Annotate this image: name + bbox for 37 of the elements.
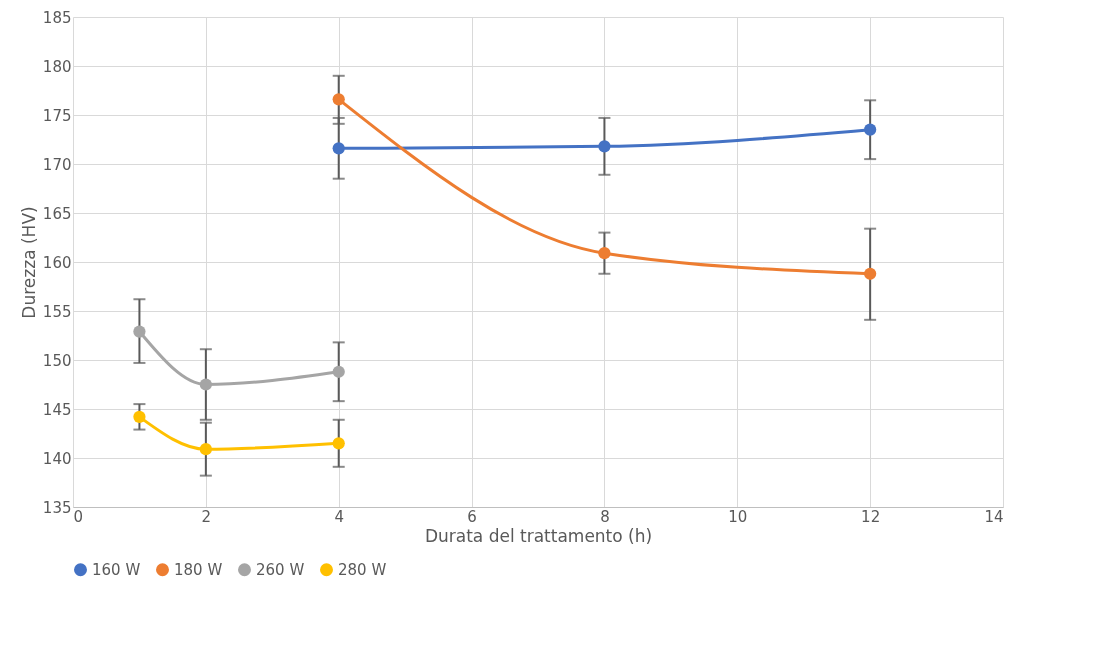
y-tick-label: 160 xyxy=(42,253,72,272)
x-tick-label: 0 xyxy=(73,507,84,526)
legend-label: 180 W xyxy=(174,560,223,579)
y-tick-label: 170 xyxy=(42,155,72,174)
y-tick-label: 180 xyxy=(42,57,72,76)
y-tick-label: 150 xyxy=(42,351,72,370)
point xyxy=(332,142,345,155)
y-tick-label: 140 xyxy=(42,449,72,468)
y-tick-label: 135 xyxy=(42,498,72,517)
x-axis-title: Durata del trattamento (h) xyxy=(424,525,653,546)
legend-label: 280 W xyxy=(338,560,387,579)
x-tick-label: 6 xyxy=(467,507,477,526)
point xyxy=(864,123,877,136)
legend-label: 160 W xyxy=(92,560,141,579)
point xyxy=(133,410,146,423)
point xyxy=(199,443,212,456)
y-tick-label: 155 xyxy=(42,302,72,321)
x-tick-label: 12 xyxy=(861,507,881,526)
legend-label: 260 W xyxy=(256,560,305,579)
y-tick-label: 175 xyxy=(42,106,72,125)
x-tick-label: 10 xyxy=(728,507,748,526)
point xyxy=(598,140,611,153)
point xyxy=(332,365,345,378)
y-tick-label: 185 xyxy=(42,8,72,27)
x-tick-label: 4 xyxy=(334,507,344,526)
point xyxy=(332,437,345,450)
point xyxy=(864,267,877,280)
point xyxy=(133,325,146,338)
point xyxy=(598,247,611,260)
point xyxy=(199,378,212,391)
point xyxy=(332,93,345,106)
x-tick-label: 14 xyxy=(984,507,1004,526)
y-tick-label: 165 xyxy=(42,204,72,223)
x-tick-label: 2 xyxy=(201,507,212,526)
x-tick-label: 8 xyxy=(600,507,610,526)
y-axis-title: Durezza (HV) xyxy=(18,206,39,319)
y-tick-label: 145 xyxy=(42,400,72,419)
